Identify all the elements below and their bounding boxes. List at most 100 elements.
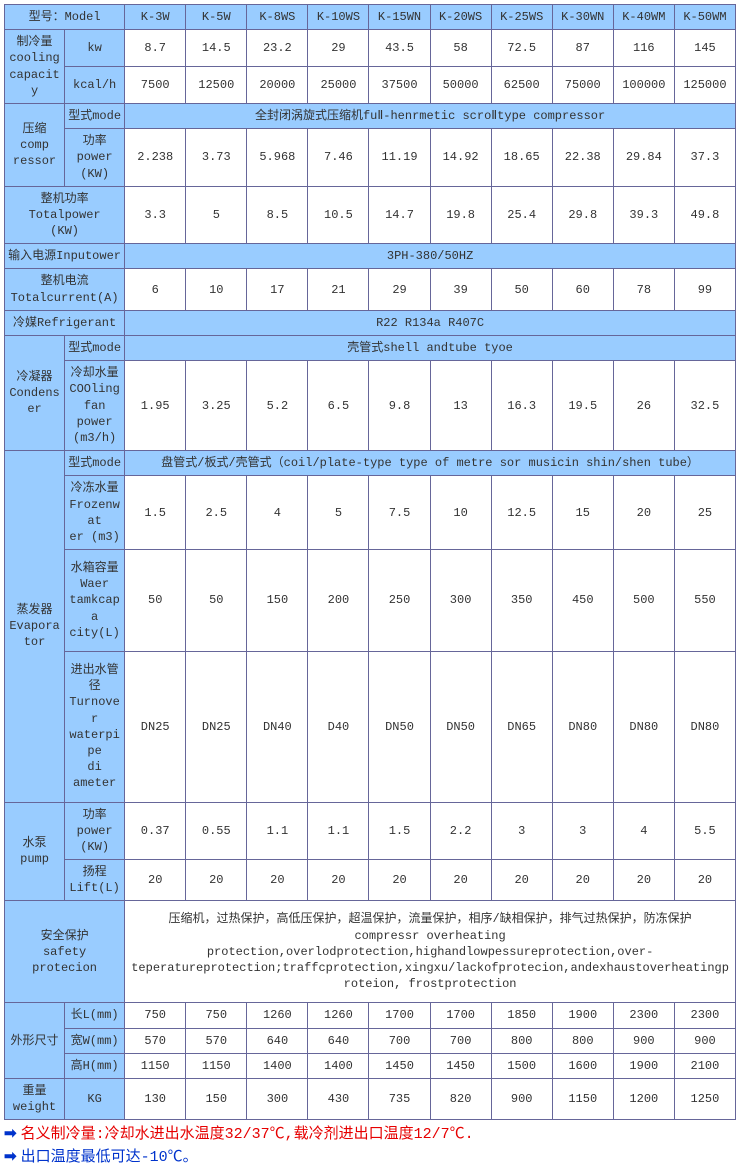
- cell: DN50: [369, 652, 430, 803]
- cell: 4: [613, 802, 674, 860]
- weight-unit: KG: [65, 1078, 125, 1119]
- total-current-label: 整机电流 Totalcurrent(A): [5, 269, 125, 310]
- cell: 14.5: [186, 30, 247, 67]
- pump-label: 水泵 pump: [5, 802, 65, 901]
- cell: 5: [186, 186, 247, 244]
- cell: 23.2: [247, 30, 308, 67]
- cell: 17: [247, 269, 308, 310]
- cell: 700: [430, 1028, 491, 1053]
- cell: 19.8: [430, 186, 491, 244]
- cell: 78: [613, 269, 674, 310]
- cell: 300: [430, 550, 491, 652]
- arrow-icon: ➡: [4, 1149, 17, 1166]
- cell: 820: [430, 1078, 491, 1119]
- cell: DN80: [613, 652, 674, 803]
- cell: 7500: [125, 67, 186, 104]
- cell: 1.5: [125, 476, 186, 550]
- cell: 39.3: [613, 186, 674, 244]
- cell: 16.3: [491, 361, 552, 451]
- cell: 1.95: [125, 361, 186, 451]
- cell: 1600: [552, 1053, 613, 1078]
- compressor-mode-label: 型式mode: [65, 103, 125, 128]
- evaporator-pipe-label: 进出水管径 Turnover waterpipe di ameter: [65, 652, 125, 803]
- cell: 150: [186, 1078, 247, 1119]
- cell: 14.7: [369, 186, 430, 244]
- evaporator-mode-row: 蒸发器 Evaporator 型式mode 盘管式/板式/壳管式（coil/pl…: [5, 451, 736, 476]
- spec-table: 型号：Model K-3W K-5W K-8WS K-10WS K-15WN K…: [4, 4, 736, 1120]
- cell: 640: [247, 1028, 308, 1053]
- cell: 50: [125, 550, 186, 652]
- compressor-power-row: 功率 power (KW) 2.238 3.73 5.968 7.46 11.1…: [5, 129, 736, 187]
- cooling-kcalh-unit: kcal/h: [65, 67, 125, 104]
- pump-power-label: 功率power (KW): [65, 802, 125, 860]
- cell: 10: [186, 269, 247, 310]
- model-col: K-10WS: [308, 5, 369, 30]
- cell: 50: [186, 550, 247, 652]
- cell: 29: [308, 30, 369, 67]
- dim-H-row: 高H(mm) 1150 1150 1400 1400 1450 1450 150…: [5, 1053, 736, 1078]
- evaporator-mode-label: 型式mode: [65, 451, 125, 476]
- refrigerant-row: 冷媒Refrigerant R22 R134a R407C: [5, 310, 736, 335]
- cooling-kw-unit: kw: [65, 30, 125, 67]
- cell: 10.5: [308, 186, 369, 244]
- input-power-row: 输入电源Inputower 3PH-380/50HZ: [5, 244, 736, 269]
- cell: 1260: [247, 1003, 308, 1028]
- refrigerant-value: R22 R134a R407C: [125, 310, 736, 335]
- cell: 130: [125, 1078, 186, 1119]
- cell: 25.4: [491, 186, 552, 244]
- cell: 20: [552, 860, 613, 901]
- compressor-label: 压缩 comp ressor: [5, 103, 65, 186]
- cell: 20: [491, 860, 552, 901]
- pump-lift-label: 扬程 Lift(L): [65, 860, 125, 901]
- cell: 7.5: [369, 476, 430, 550]
- cell: 5.2: [247, 361, 308, 451]
- safety-value: 压缩机，过热保护，高低压保护，超温保护，流量保护，相序/缺相保护，排气过热保护，…: [125, 901, 736, 1003]
- model-col: K-3W: [125, 5, 186, 30]
- compressor-power-label: 功率 power (KW): [65, 129, 125, 187]
- cell: 25: [674, 476, 735, 550]
- cell: 20: [369, 860, 430, 901]
- arrow-icon: ➡: [4, 1126, 17, 1143]
- cell: 18.65: [491, 129, 552, 187]
- cell: 20: [430, 860, 491, 901]
- cell: 37.3: [674, 129, 735, 187]
- cell: 9.8: [369, 361, 430, 451]
- cell: 735: [369, 1078, 430, 1119]
- cell: 1150: [186, 1053, 247, 1078]
- cell: 12.5: [491, 476, 552, 550]
- cell: 20: [125, 860, 186, 901]
- footnote-line-2: ➡出口温度最低可达-10℃。: [4, 1147, 736, 1170]
- cell: 900: [491, 1078, 552, 1119]
- cell: 5: [308, 476, 369, 550]
- input-power-value: 3PH-380/50HZ: [125, 244, 736, 269]
- safety-label: 安全保护 safety protecion: [5, 901, 125, 1003]
- model-col: K-20WS: [430, 5, 491, 30]
- safety-row: 安全保护 safety protecion 压缩机，过热保护，高低压保护，超温保…: [5, 901, 736, 1003]
- model-col: K-40WM: [613, 5, 674, 30]
- evaporator-tank-row: 水箱容量 Waer tamkcapa city(L) 50 50 150 200…: [5, 550, 736, 652]
- cell: 1900: [613, 1053, 674, 1078]
- cell: 500: [613, 550, 674, 652]
- cell: 11.19: [369, 129, 430, 187]
- model-col: K-15WN: [369, 5, 430, 30]
- cell: 800: [491, 1028, 552, 1053]
- cell: 2300: [613, 1003, 674, 1028]
- cell: 8.5: [247, 186, 308, 244]
- evaporator-mode-value: 盘管式/板式/壳管式（coil/plate-type type of metre…: [125, 451, 736, 476]
- cooling-kw-row: 制冷量 cooling capacity kw 8.7 14.5 23.2 29…: [5, 30, 736, 67]
- evaporator-tank-label: 水箱容量 Waer tamkcapa city(L): [65, 550, 125, 652]
- cell: 350: [491, 550, 552, 652]
- total-power-label: 整机功率 Totalpower (KW): [5, 186, 125, 244]
- cell: 1700: [430, 1003, 491, 1028]
- cell: 10: [430, 476, 491, 550]
- cell: 29: [369, 269, 430, 310]
- cell: 1200: [613, 1078, 674, 1119]
- cell: 7.46: [308, 129, 369, 187]
- pump-lift-row: 扬程 Lift(L) 20 20 20 20 20 20 20 20 20 20: [5, 860, 736, 901]
- cell: 43.5: [369, 30, 430, 67]
- cell: 1900: [552, 1003, 613, 1028]
- footnote-1-text: 名义制冷量:冷却水进出水温度32/37℃,载冷剂进出口温度12/7℃.: [21, 1126, 474, 1143]
- cell: 640: [308, 1028, 369, 1053]
- dim-L-row: 外形尺寸 长L(mm) 750 750 1260 1260 1700 1700 …: [5, 1003, 736, 1028]
- cooling-label: 制冷量 cooling capacity: [5, 30, 65, 104]
